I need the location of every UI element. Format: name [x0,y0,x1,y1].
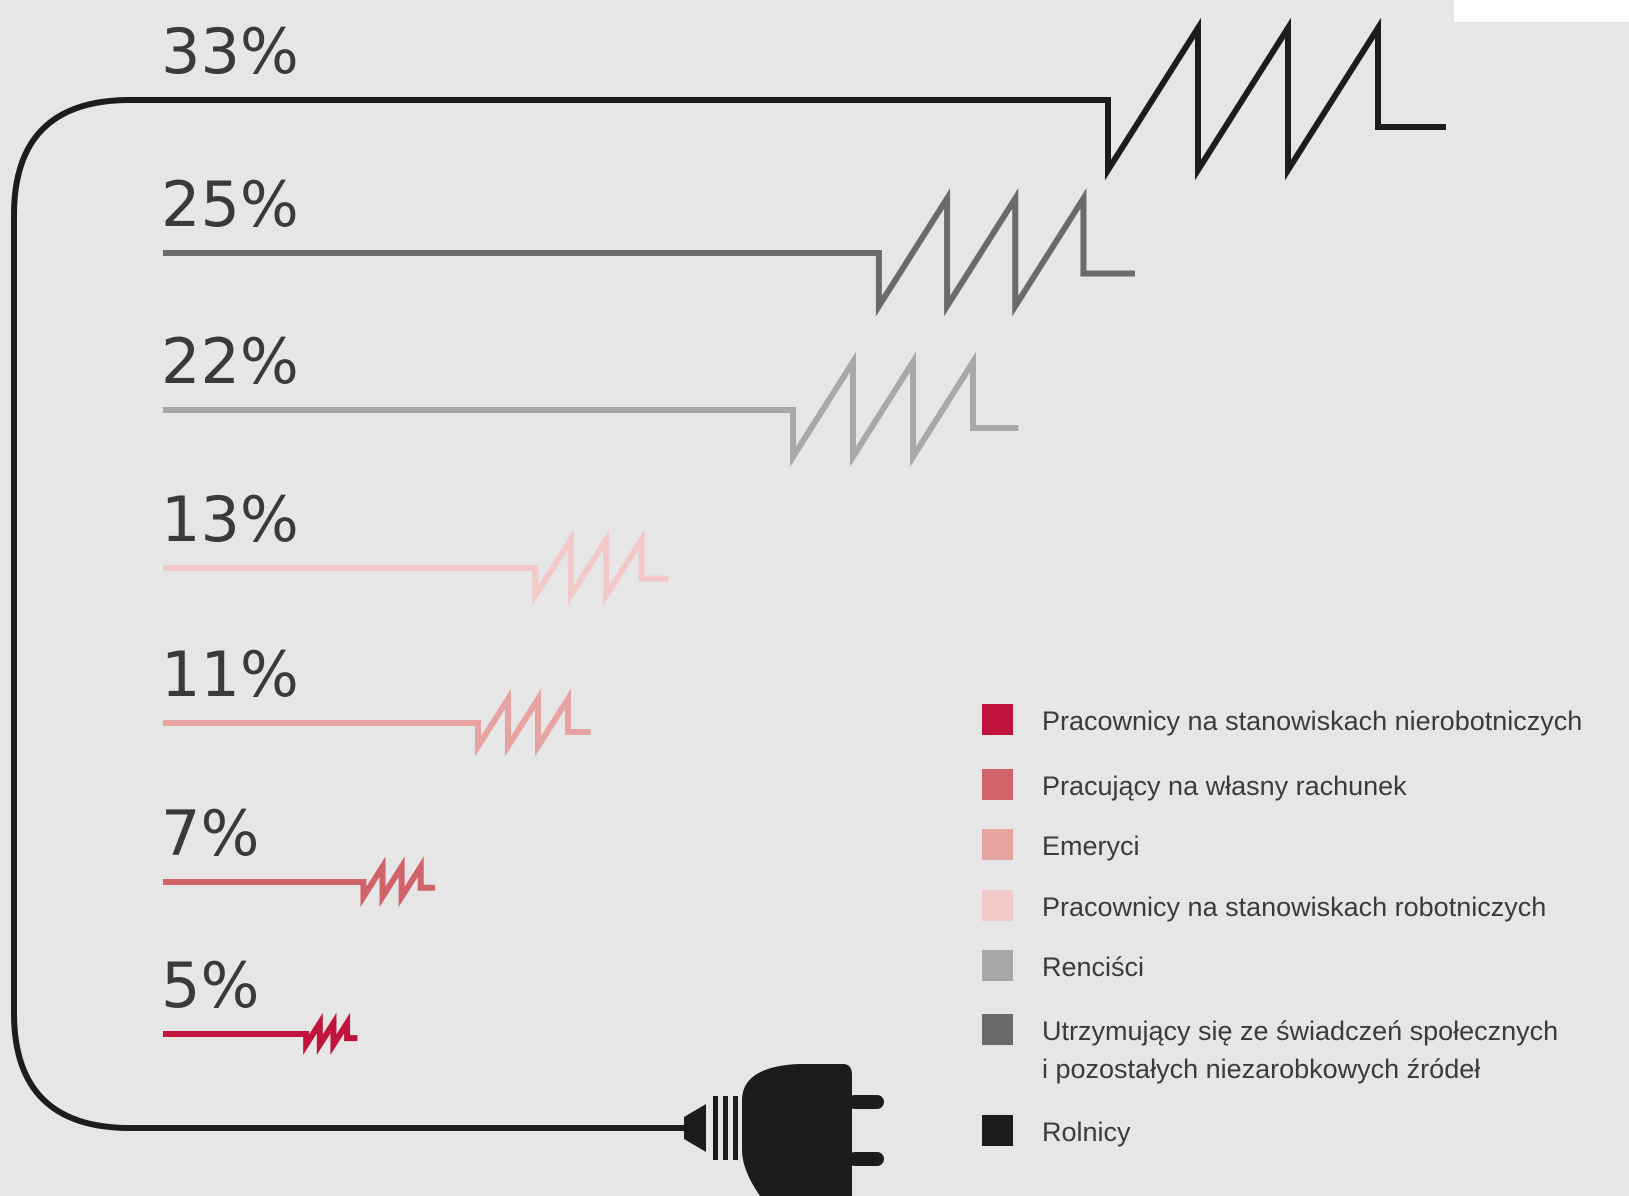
plug-grip-ridge [713,1096,718,1160]
legend-label: Pracownicy na stanowiskach nierobotniczy… [1042,706,1582,736]
wire-4 [163,529,669,606]
wire-7 [163,1012,358,1055]
legend-swatch [982,1115,1013,1146]
cord-path [11,97,690,1131]
legend-label: Pracujący na własny rachunek [1042,771,1407,801]
legend-label: Utrzymujący się ze świadczeń społecznych [1042,1016,1558,1046]
value-label: 5% [161,949,259,1022]
legend-label: Rolnicy [1042,1117,1131,1147]
value-label: 7% [161,797,259,870]
legend-swatch [982,950,1013,981]
legend-swatch [982,704,1013,735]
value-label: 22% [161,325,299,398]
plug-grip-ridge [733,1096,738,1160]
plug-prong-top [848,1095,884,1109]
legend-label: Emeryci [1042,831,1140,861]
legend: Pracownicy na stanowiskach nierobotniczy… [982,704,1582,1147]
corner-patch [1454,0,1629,22]
wire-3 [163,351,1019,468]
legend-swatch [982,1014,1013,1045]
legend-label: Pracownicy na stanowiskach robotniczych [1042,892,1546,922]
value-label: 33% [161,15,299,88]
legend-label: Renciści [1042,952,1144,982]
value-labels: 33% 25% 22% 13% 11% 7% 5% [161,15,299,1022]
wire-6 [163,856,436,908]
legend-swatch [982,890,1013,921]
plug-body [742,1064,852,1196]
wire-1 [163,17,1446,181]
plug-prong-bottom [848,1152,884,1166]
power-plug-icon [684,1064,884,1196]
legend-label: i pozostałych niezarobkowych źródeł [1042,1054,1480,1084]
wire-5 [163,688,591,757]
legend-swatch [982,829,1013,860]
value-label: 25% [161,168,299,241]
wire-2 [163,188,1135,317]
plug-grip-ridge [723,1096,728,1160]
legend-swatch [982,769,1013,800]
value-label: 11% [161,638,299,711]
power-cord-icon [11,97,690,1131]
plug-tip [684,1104,706,1152]
value-wires [163,17,1446,1055]
value-label: 13% [161,483,299,556]
